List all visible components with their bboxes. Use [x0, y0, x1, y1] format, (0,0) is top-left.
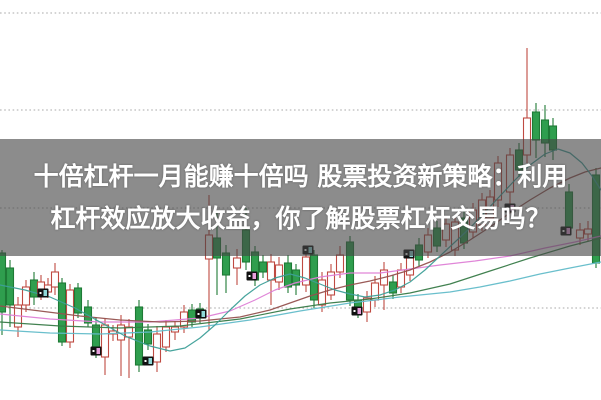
headline-band: 十倍杠杆一月能赚十倍吗 股票投资新策略：利用 杠杆效应放大收益，你了解股票杠杆交…	[0, 139, 601, 256]
headline-line-2: 杠杆效应放大收益，你了解股票杠杆交易吗？	[50, 204, 551, 233]
headline-line-1: 十倍杠杆一月能赚十倍吗 股票投资新策略：利用	[33, 162, 568, 191]
